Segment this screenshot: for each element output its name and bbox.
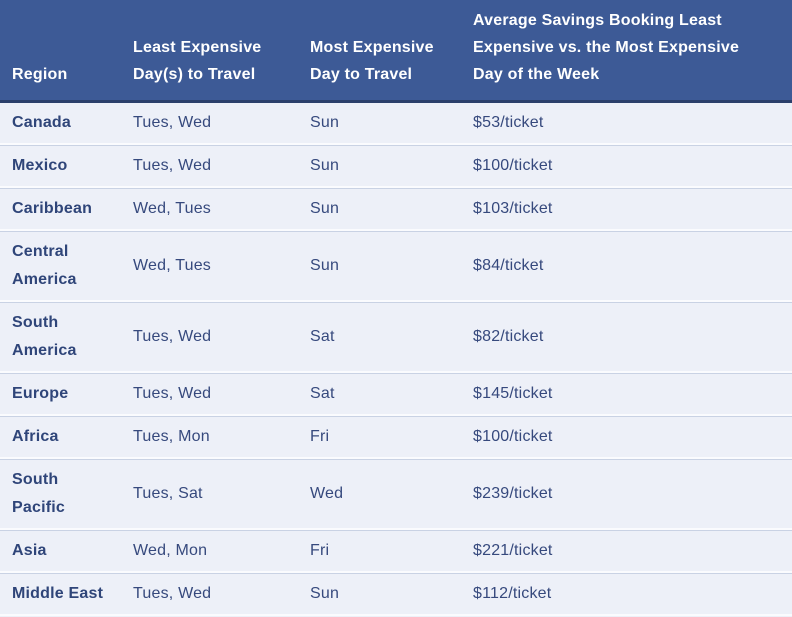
most-expensive-day-cell: Sun: [310, 200, 340, 217]
savings-cell: $53/ticket: [473, 114, 544, 131]
column-header-least-expensive-days: Least Expensive Day(s) to Travel: [133, 39, 262, 83]
region-cell: Africa: [12, 428, 59, 445]
row-separator: [0, 528, 792, 531]
least-expensive-days-cell: Tues, Sat: [133, 485, 203, 502]
region-cell: Asia: [12, 542, 47, 559]
savings-cell: $112/ticket: [473, 585, 552, 602]
most-expensive-day-cell: Fri: [310, 428, 330, 445]
region-cell: Central America: [12, 243, 77, 288]
table-row: Canada Tues, Wed Sun $53/ticket: [0, 103, 792, 143]
region-cell: South America: [12, 314, 77, 359]
savings-cell: $82/ticket: [473, 328, 544, 345]
row-separator: [0, 143, 792, 146]
most-expensive-day-cell: Sat: [310, 385, 335, 402]
savings-cell: $84/ticket: [473, 257, 544, 274]
most-expensive-day-cell: Wed: [310, 485, 344, 502]
least-expensive-days-cell: Tues, Mon: [133, 428, 210, 445]
most-expensive-day-cell: Fri: [310, 542, 330, 559]
least-expensive-days-cell: Wed, Tues: [133, 200, 211, 217]
row-separator: [0, 371, 792, 374]
row-separator: [0, 571, 792, 574]
table-row: Asia Wed, Mon Fri $221/ticket: [0, 531, 792, 571]
least-expensive-days-cell: Tues, Wed: [133, 114, 212, 131]
row-separator: [0, 186, 792, 189]
region-cell: Europe: [12, 385, 69, 402]
row-separator: [0, 229, 792, 232]
savings-cell: $103/ticket: [473, 200, 553, 217]
column-header-average-savings: Average Savings Booking Least Expensive …: [473, 12, 740, 83]
most-expensive-day-cell: Sun: [310, 114, 340, 131]
region-cell: Caribbean: [12, 200, 93, 217]
region-cell: Canada: [12, 114, 71, 131]
savings-cell: $100/ticket: [473, 157, 553, 174]
savings-cell: $145/ticket: [473, 385, 553, 402]
most-expensive-day-cell: Sun: [310, 157, 340, 174]
row-separator: [0, 457, 792, 460]
savings-cell: $221/ticket: [473, 542, 553, 559]
region-cell: Middle East: [12, 585, 104, 602]
least-expensive-days-cell: Tues, Wed: [133, 385, 212, 402]
most-expensive-day-cell: Sat: [310, 328, 335, 345]
least-expensive-days-cell: Tues, Wed: [133, 585, 212, 602]
column-header-region: Region: [12, 66, 68, 83]
least-expensive-days-cell: Tues, Wed: [133, 328, 212, 345]
table-row: Mexico Tues, Wed Sun $100/ticket: [0, 146, 792, 186]
table-row: Europe Tues, Wed Sat $145/ticket: [0, 374, 792, 414]
savings-cell: $100/ticket: [473, 428, 553, 445]
table-row: South America Tues, Wed Sat $82/ticket: [0, 303, 792, 371]
most-expensive-day-cell: Sun: [310, 585, 340, 602]
table-row: Central America Wed, Tues Sun $84/ticket: [0, 232, 792, 300]
column-header-most-expensive-day: Most Expensive Day to Travel: [310, 39, 434, 83]
least-expensive-days-cell: Wed, Mon: [133, 542, 208, 559]
table-row: South Pacific Tues, Sat Wed $239/ticket: [0, 460, 792, 528]
table-row: Africa Tues, Mon Fri $100/ticket: [0, 417, 792, 457]
row-separator: [0, 414, 792, 417]
savings-cell: $239/ticket: [473, 485, 553, 502]
row-separator: [0, 300, 792, 303]
region-cell: South Pacific: [12, 471, 65, 516]
least-expensive-days-cell: Wed, Tues: [133, 257, 211, 274]
table-row: Caribbean Wed, Tues Sun $103/ticket: [0, 189, 792, 229]
least-expensive-days-cell: Tues, Wed: [133, 157, 212, 174]
table-header-row: Region Least Expensive Day(s) to Travel …: [0, 0, 792, 103]
table-bottom-edge: [0, 614, 792, 616]
table-row: Middle East Tues, Wed Sun $112/ticket: [0, 574, 792, 614]
table-body: Canada Tues, Wed Sun $53/ticket Mexico T…: [0, 103, 792, 616]
region-cell: Mexico: [12, 157, 68, 174]
most-expensive-day-cell: Sun: [310, 257, 340, 274]
